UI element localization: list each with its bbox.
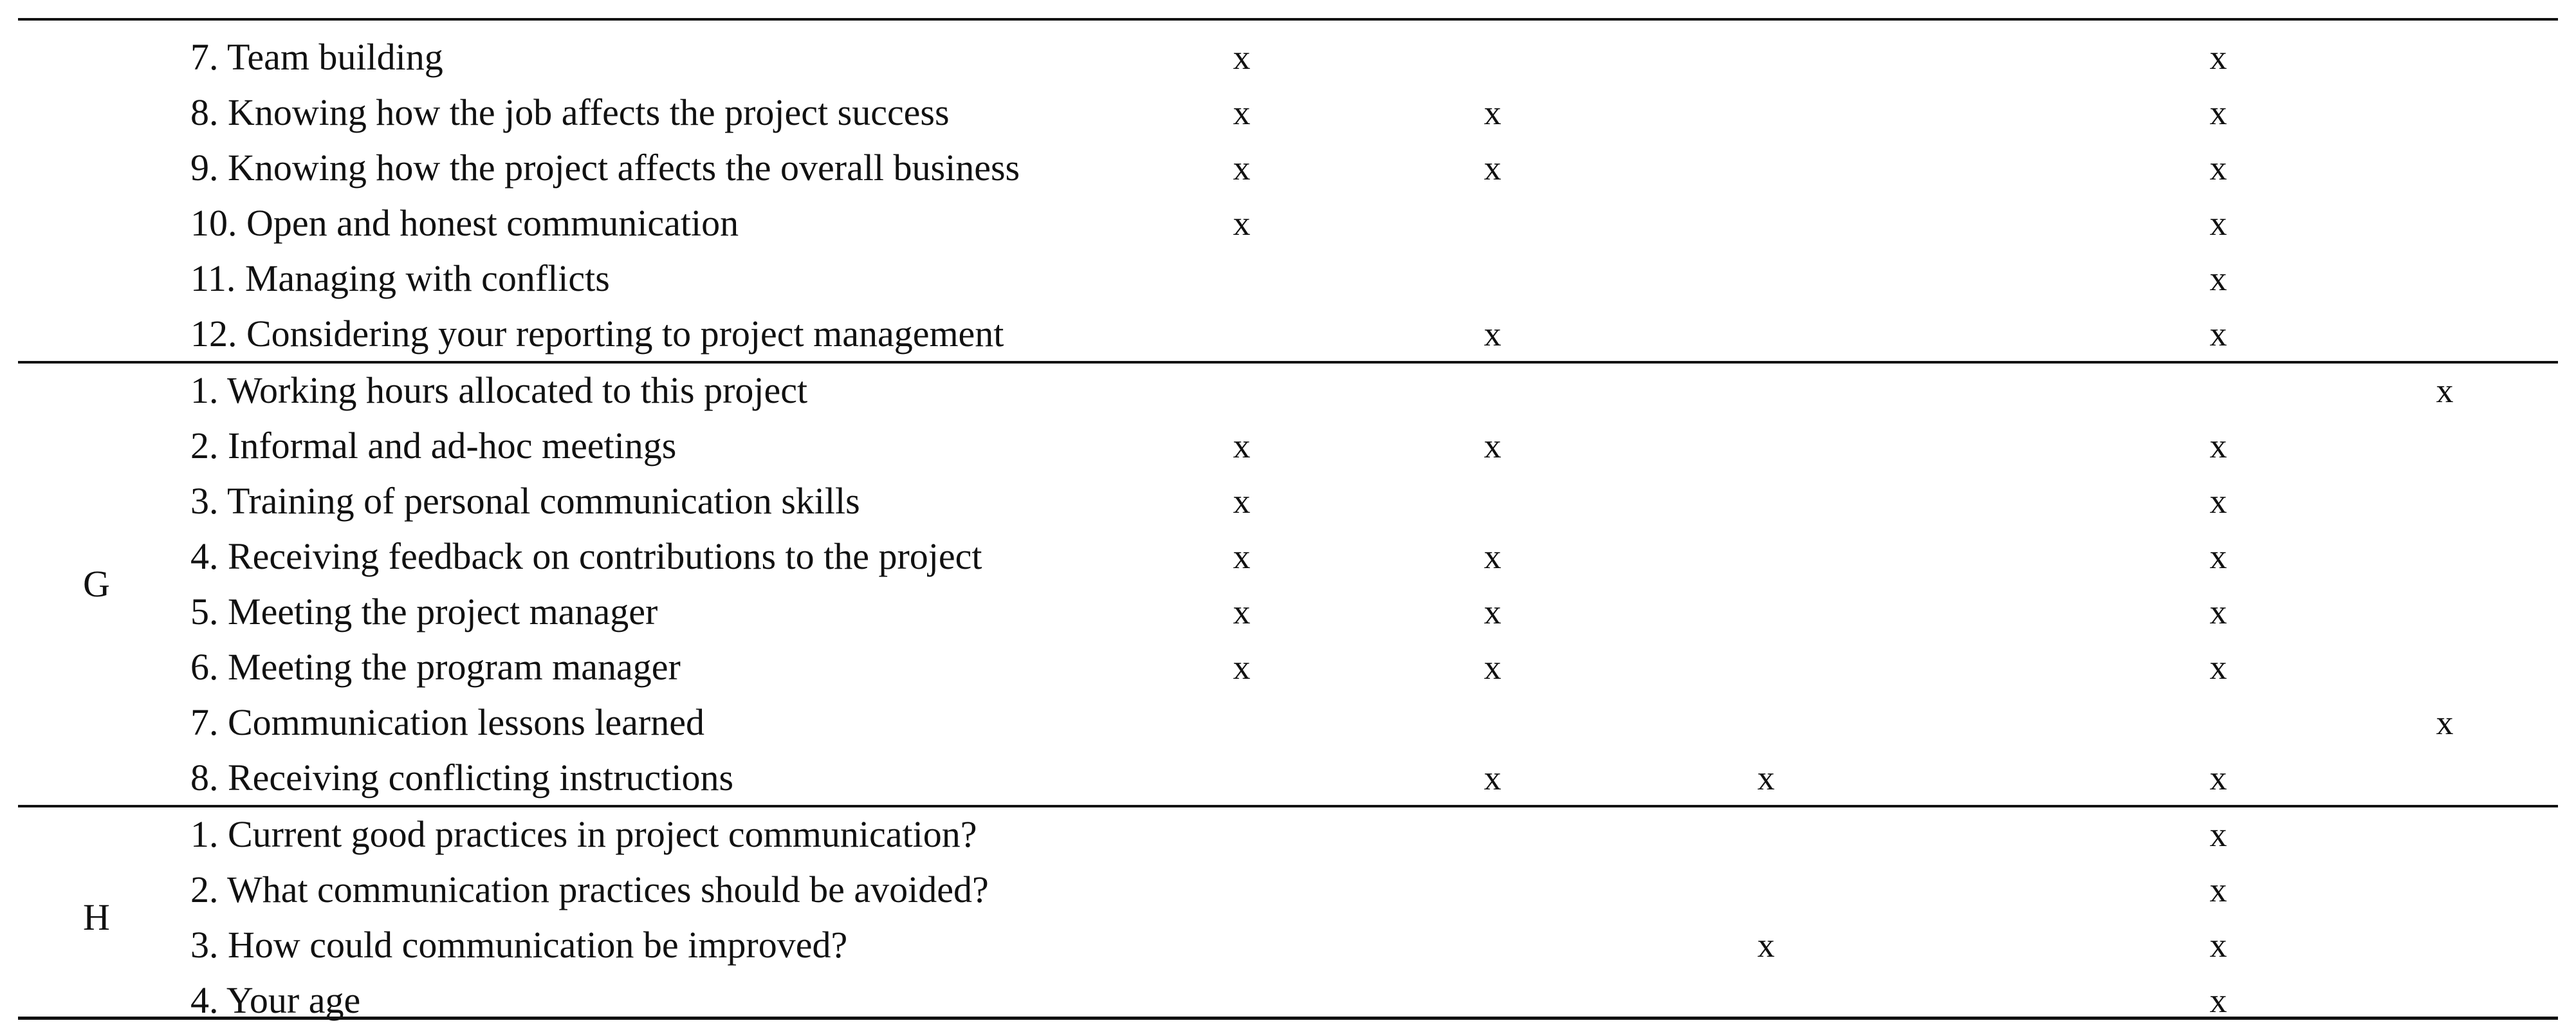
table-row: 7. Team building x x — [0, 30, 2576, 85]
row-item-label: 4. Your age — [190, 979, 361, 1021]
column-1-mark: x — [1233, 38, 1251, 77]
column-2-mark: x — [1484, 648, 1502, 686]
column-2-mark: x — [1484, 759, 1502, 797]
table-row: 10. Open and honest communication x x — [0, 196, 2576, 251]
table-row: 2. Informal and ad-hoc meetings x x x — [0, 418, 2576, 474]
column-2-mark: x — [1484, 149, 1502, 187]
column-5-mark: x — [2436, 371, 2454, 410]
column-4-mark: x — [2209, 482, 2227, 521]
column-1-mark: x — [1233, 149, 1251, 187]
row-item-label: 2. What communication practices should b… — [190, 869, 989, 910]
column-1-mark: x — [1233, 648, 1251, 686]
row-item-label: 11. Managing with conflicts — [190, 257, 610, 299]
table-row: 8. Knowing how the job affects the proje… — [0, 85, 2576, 140]
column-4-mark: x — [2209, 259, 2227, 298]
row-item-label: 1. Current good practices in project com… — [190, 813, 977, 855]
column-4-mark: x — [2209, 315, 2227, 353]
column-2-mark: x — [1484, 593, 1502, 631]
table-row: 1. Current good practices in project com… — [0, 807, 2576, 862]
table-row: 4. Your age x — [0, 973, 2576, 1028]
column-4-mark: x — [2209, 537, 2227, 576]
column-4-mark: x — [2209, 871, 2227, 909]
column-1-mark: x — [1233, 427, 1251, 465]
row-item-label: 4. Receiving feedback on contributions t… — [190, 535, 982, 577]
column-1-mark: x — [1233, 93, 1251, 132]
table-row: 8. Receiving conflicting instructions x x x — [0, 750, 2576, 806]
table-row: 3. Training of personal communication sk… — [0, 474, 2576, 529]
table-row: 3. How could communication be improved? x… — [0, 917, 2576, 973]
column-2-mark: x — [1484, 427, 1502, 465]
row-item-label: 9. Knowing how the project affects the o… — [190, 147, 1020, 189]
row-item-label: 2. Informal and ad-hoc meetings — [190, 425, 677, 466]
row-item-label: 6. Meeting the program manager — [190, 646, 681, 688]
row-item-label: 7. Communication lessons learned — [190, 701, 704, 743]
column-1-mark: x — [1233, 204, 1251, 243]
column-2-mark: x — [1484, 315, 1502, 353]
column-4-mark: x — [2209, 149, 2227, 187]
table-row: 6. Meeting the program manager x x x — [0, 640, 2576, 695]
column-3-mark: x — [1757, 759, 1775, 797]
column-2-mark: x — [1484, 537, 1502, 576]
column-4-mark: x — [2209, 926, 2227, 964]
table-row: 1. Working hours allocated to this proje… — [0, 363, 2576, 418]
table-bottom-rule — [18, 1017, 2558, 1020]
column-4-mark: x — [2209, 38, 2227, 77]
row-item-label: 12. Considering your reporting to projec… — [190, 313, 1004, 355]
row-item-label: 3. Training of personal communication sk… — [190, 480, 860, 522]
column-4-mark: x — [2209, 427, 2227, 465]
table-top-rule — [18, 18, 2558, 21]
column-4-mark: x — [2209, 981, 2227, 1020]
table-row: 7. Communication lessons learned x — [0, 695, 2576, 750]
column-4-mark: x — [2209, 593, 2227, 631]
group-label: G — [83, 563, 110, 605]
group-label: H — [83, 896, 110, 938]
column-1-mark: x — [1233, 593, 1251, 631]
column-4-mark: x — [2209, 759, 2227, 797]
section-divider — [18, 361, 2558, 364]
row-item-label: 10. Open and honest communication — [190, 202, 739, 244]
table-row: 12. Considering your reporting to projec… — [0, 306, 2576, 362]
row-item-label: 8. Receiving conflicting instructions — [190, 757, 734, 798]
column-4-mark: x — [2209, 204, 2227, 243]
column-4-mark: x — [2209, 93, 2227, 132]
table-row: 9. Knowing how the project affects the o… — [0, 140, 2576, 196]
column-2-mark: x — [1484, 93, 1502, 132]
column-5-mark: x — [2436, 703, 2454, 742]
section-divider — [18, 805, 2558, 807]
row-item-label: 5. Meeting the project manager — [190, 591, 658, 632]
column-1-mark: x — [1233, 537, 1251, 576]
column-4-mark: x — [2209, 815, 2227, 854]
table-row: 2. What communication practices should b… — [0, 862, 2576, 917]
table-row: 11. Managing with conflicts x — [0, 251, 2576, 306]
table-row: 5. Meeting the project manager x x x — [0, 584, 2576, 640]
column-4-mark: x — [2209, 648, 2227, 686]
column-1-mark: x — [1233, 482, 1251, 521]
table-row: 4. Receiving feedback on contributions t… — [0, 529, 2576, 584]
column-3-mark: x — [1757, 926, 1775, 964]
row-item-label: 7. Team building — [190, 36, 443, 78]
row-item-label: 3. How could communication be improved? — [190, 924, 848, 966]
row-item-label: 8. Knowing how the job affects the proje… — [190, 91, 950, 133]
row-item-label: 1. Working hours allocated to this proje… — [190, 369, 808, 411]
